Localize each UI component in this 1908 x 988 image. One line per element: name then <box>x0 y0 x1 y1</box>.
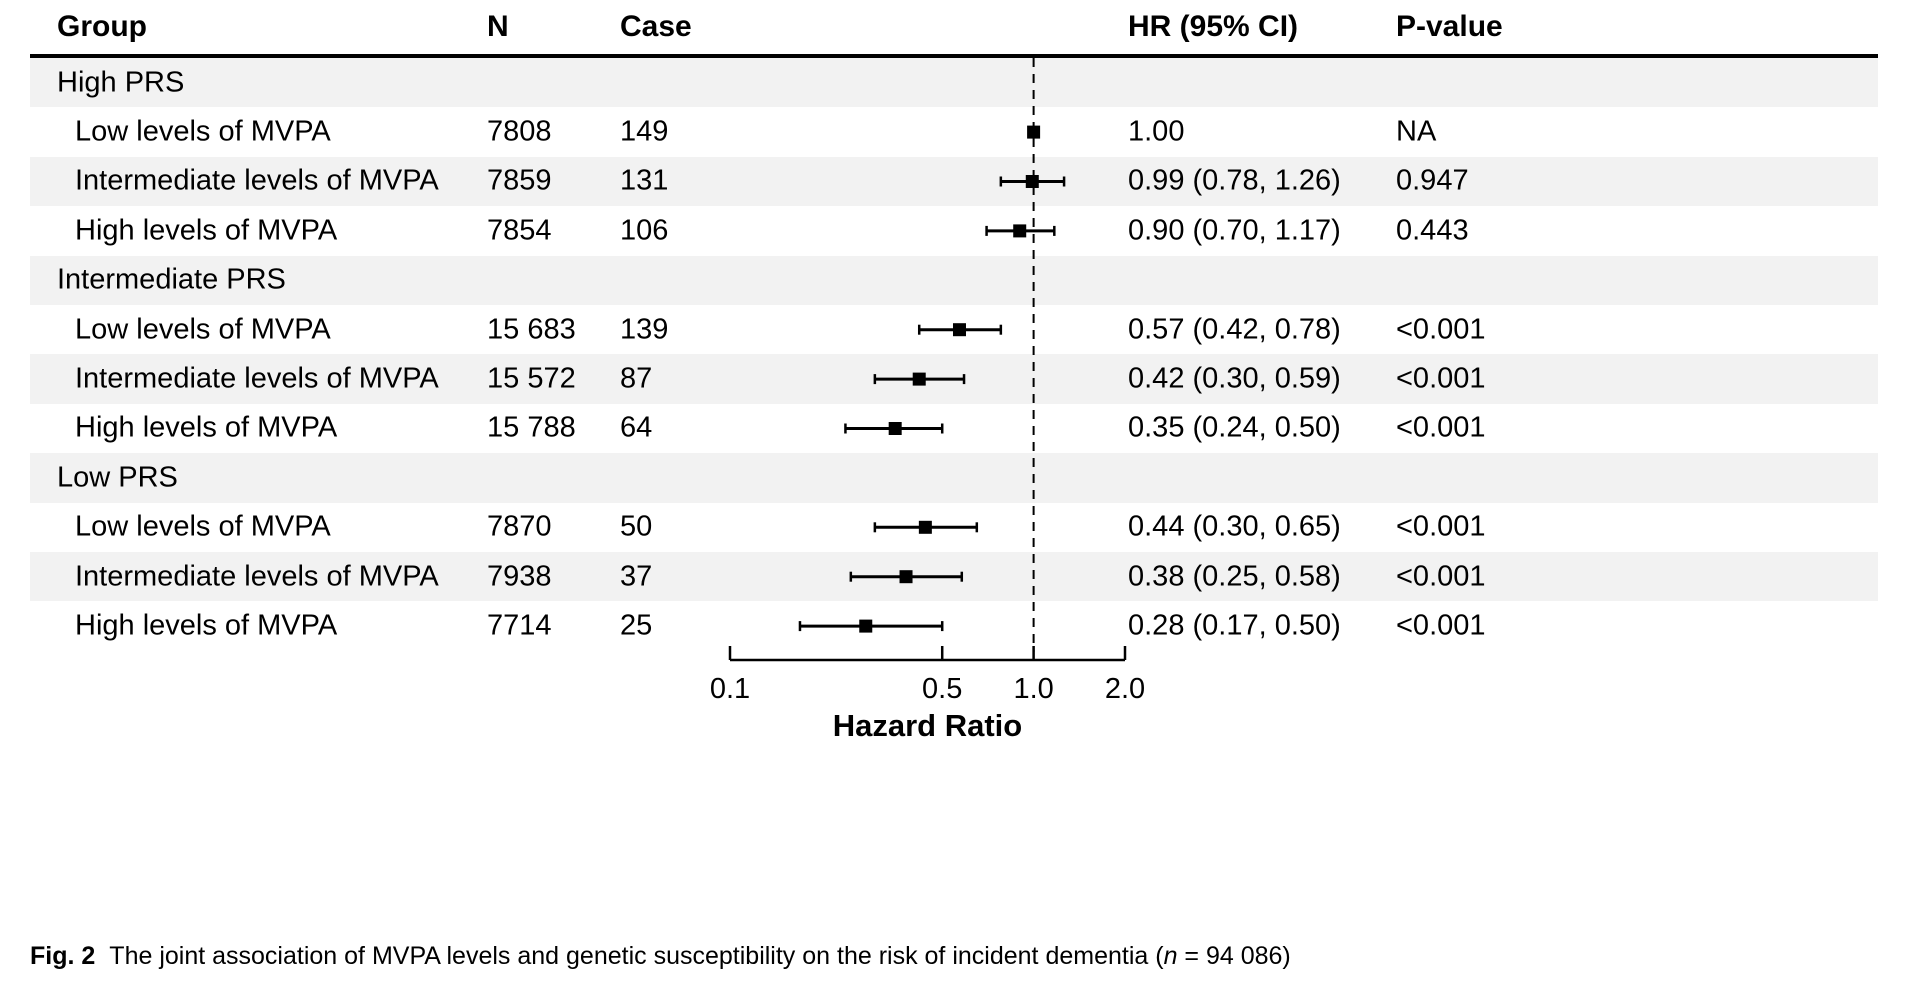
group-label: Low PRS <box>57 461 178 494</box>
p-value-cell: 0.947 <box>1396 164 1469 197</box>
case-cell: 139 <box>620 313 669 346</box>
table-row: High levels of MVPA 7714 25 0.28 (0.17, 0.5… <box>30 601 1878 650</box>
case-cell: 106 <box>620 214 669 247</box>
figure-caption: Fig. 2 The joint association of MVPA leve… <box>30 942 1291 971</box>
case-cell: 131 <box>620 164 669 197</box>
table-row: Intermediate levels of MVPA 15 572 87 0.42 … <box>30 354 1878 404</box>
group-header-row: Intermediate PRS <box>30 255 1878 305</box>
col-header-hr: HR (95% CI) <box>1128 10 1299 43</box>
col-header-case: Case <box>620 10 692 43</box>
caption-text: The joint association of MVPA levels and… <box>109 942 1164 970</box>
n-cell: 7714 <box>487 609 552 642</box>
case-cell: 149 <box>620 115 669 148</box>
col-header-group: Group <box>57 10 147 43</box>
col-header-n: N <box>487 10 509 43</box>
hr-ci-cell: 0.35 (0.24, 0.50) <box>1128 411 1341 444</box>
p-value-cell: 0.443 <box>1396 214 1469 247</box>
x-tick-label: 0.5 <box>922 673 962 705</box>
case-cell: 37 <box>620 560 653 593</box>
hr-ci-cell: 0.90 (0.70, 1.17) <box>1128 214 1341 247</box>
row-label: Intermediate levels of MVPA <box>75 362 439 395</box>
figure-number: Fig. 2 <box>30 942 96 970</box>
hr-ci-cell: 0.38 (0.25, 0.58) <box>1128 560 1341 593</box>
table-row: High levels of MVPA 15 788 64 0.35 (0.24, 0… <box>30 404 1878 453</box>
n-cell: 15 683 <box>487 313 576 346</box>
caption-n-value: = 94 086) <box>1177 942 1291 970</box>
n-cell: 7938 <box>487 560 552 593</box>
group-header-row: Low PRS <box>30 453 1878 503</box>
table-header: Group N Case HR (95% CI) P-value <box>30 0 1878 54</box>
row-label: Intermediate levels of MVPA <box>75 164 439 197</box>
table-row: High levels of MVPA 7854 106 0.90 (0.70, 1.… <box>30 206 1878 255</box>
n-cell: 7854 <box>487 214 552 247</box>
case-cell: 50 <box>620 510 653 543</box>
p-value-cell: <0.001 <box>1396 411 1486 444</box>
case-cell: 25 <box>620 609 653 642</box>
table-row: Low levels of MVPA 7808 149 1.00 NA <box>30 107 1878 156</box>
n-cell: 15 788 <box>487 411 576 444</box>
col-header-pvalue: P-value <box>1396 10 1503 43</box>
hr-ci-cell: 0.99 (0.78, 1.26) <box>1128 164 1341 197</box>
hr-ci-cell: 0.42 (0.30, 0.59) <box>1128 362 1341 395</box>
caption-n-symbol: n <box>1163 942 1178 970</box>
case-cell: 87 <box>620 362 653 395</box>
group-label: High PRS <box>57 66 185 99</box>
p-value-cell: NA <box>1396 115 1437 148</box>
p-value-cell: <0.001 <box>1396 609 1486 642</box>
hr-ci-cell: 0.57 (0.42, 0.78) <box>1128 313 1341 346</box>
n-cell: 15 572 <box>487 362 576 395</box>
x-tick-label: 2.0 <box>1105 673 1145 705</box>
case-cell: 64 <box>620 411 653 444</box>
row-label: Low levels of MVPA <box>75 115 331 148</box>
p-value-cell: <0.001 <box>1396 313 1486 346</box>
n-cell: 7870 <box>487 510 552 543</box>
row-label: High levels of MVPA <box>75 411 338 444</box>
x-axis-title: Hazard Ratio <box>832 708 1023 743</box>
hr-ci-cell: 0.44 (0.30, 0.65) <box>1128 510 1341 543</box>
group-header-row: High PRS <box>30 58 1878 108</box>
n-cell: 7808 <box>487 115 552 148</box>
row-label: High levels of MVPA <box>75 214 338 247</box>
table-row: Low levels of MVPA 15 683 139 0.57 (0.42, 0… <box>30 305 1878 354</box>
table-row: Intermediate levels of MVPA 7859 131 0.99 (… <box>30 156 1878 207</box>
hr-ci-cell: 1.00 <box>1128 115 1185 148</box>
row-label: Low levels of MVPA <box>75 313 331 346</box>
table-row: Intermediate levels of MVPA 7938 37 0.38 (0… <box>30 552 1878 602</box>
table-row: Low levels of MVPA 7870 50 0.44 (0.30, 0.65… <box>30 503 1878 552</box>
p-value-cell: <0.001 <box>1396 510 1486 543</box>
p-value-cell: <0.001 <box>1396 362 1486 395</box>
n-cell: 7859 <box>487 164 552 197</box>
group-label: Intermediate PRS <box>57 263 286 296</box>
row-label: Low levels of MVPA <box>75 510 331 543</box>
x-tick-label: 0.1 <box>710 673 750 705</box>
hr-ci-cell: 0.28 (0.17, 0.50) <box>1128 609 1341 642</box>
header-rule <box>30 54 1878 59</box>
x-tick-label: 1.0 <box>1013 673 1053 705</box>
row-label: High levels of MVPA <box>75 609 338 642</box>
row-label: Intermediate levels of MVPA <box>75 560 439 593</box>
p-value-cell: <0.001 <box>1396 560 1486 593</box>
